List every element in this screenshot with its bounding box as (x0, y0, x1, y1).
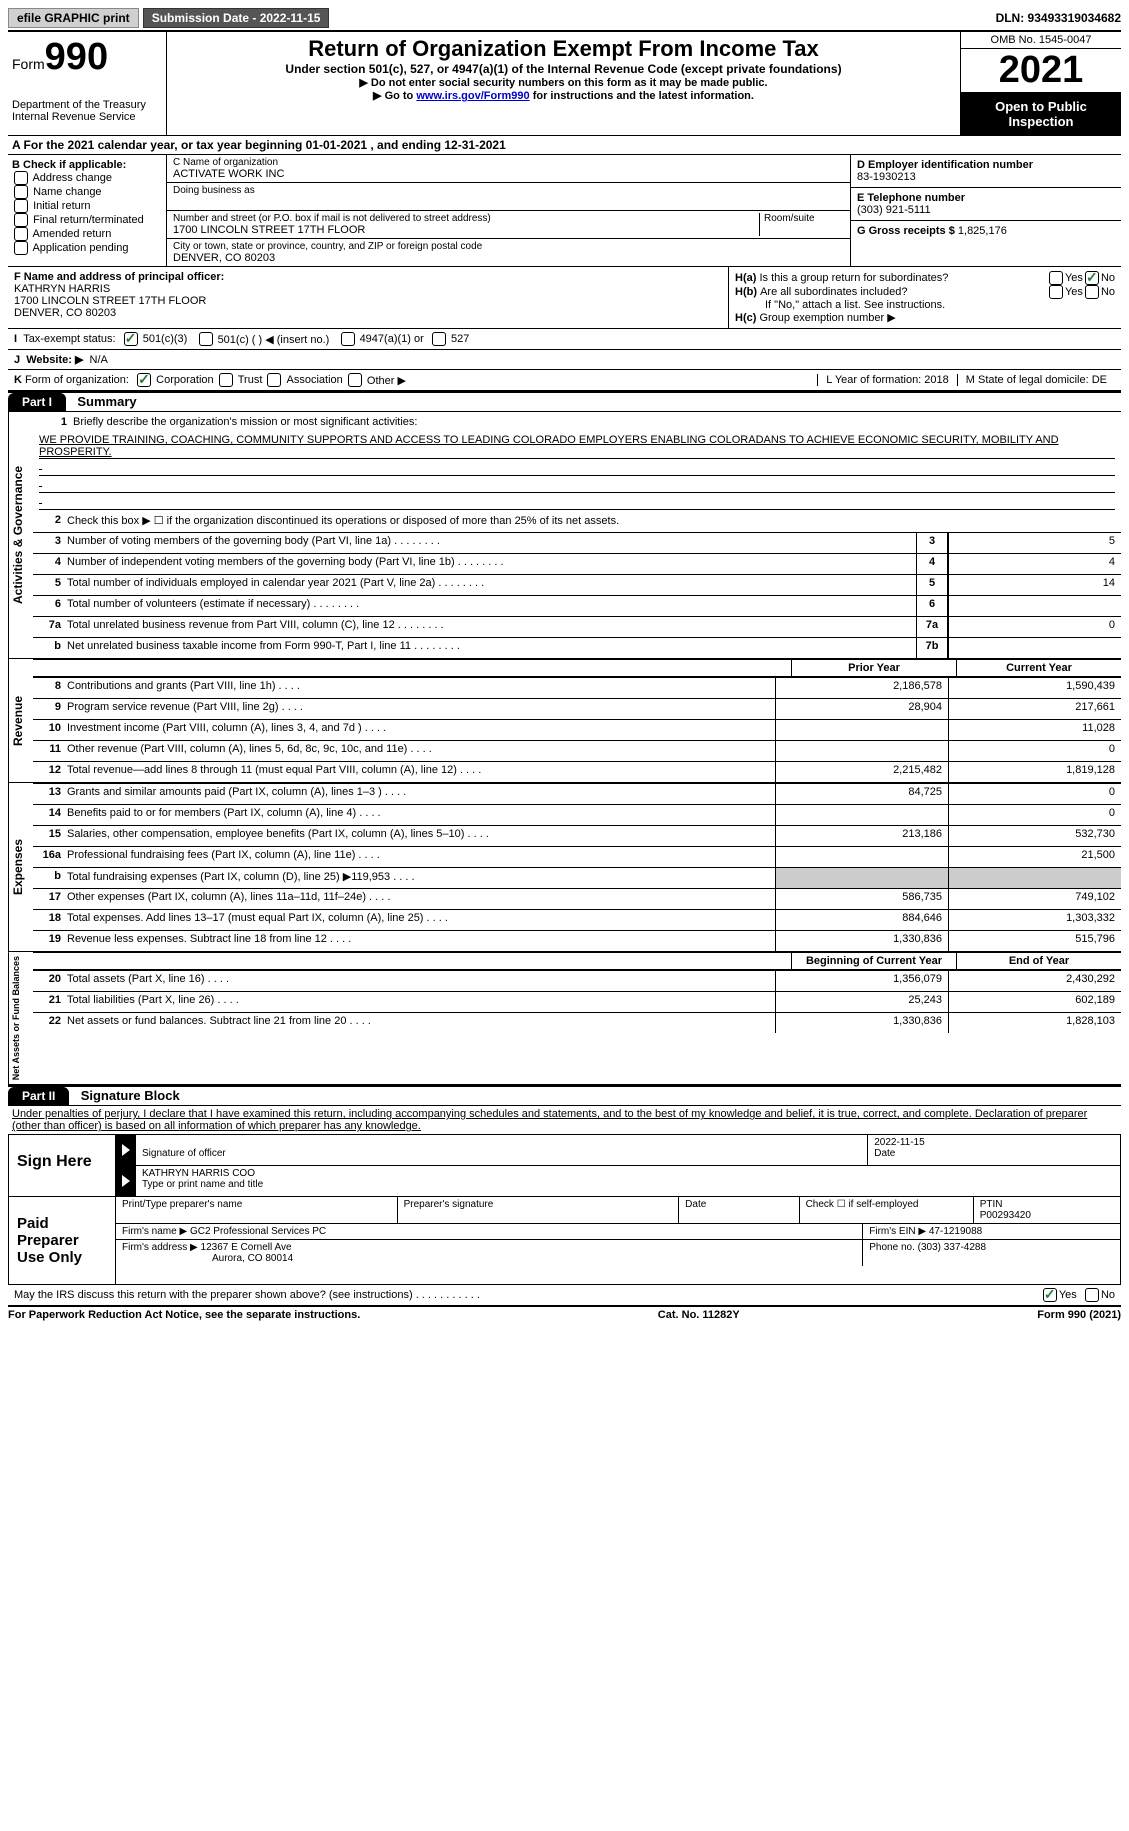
line-14: 14 Benefits paid to or for members (Part… (33, 804, 1121, 825)
address-change-checkbox[interactable] (14, 171, 28, 185)
line-16a: 16a Professional fundraising fees (Part … (33, 846, 1121, 867)
line-17: 17 Other expenses (Part IX, column (A), … (33, 888, 1121, 909)
end-year-header: End of Year (956, 953, 1121, 969)
org-city: DENVER, CO 80203 (173, 252, 844, 264)
501c-checkbox[interactable] (199, 332, 213, 346)
section-h: H(a) Is this a group return for subordin… (728, 267, 1121, 328)
paid-preparer-section: Paid Preparer Use Only Print/Type prepar… (8, 1197, 1121, 1285)
form-id-box: Form990 Department of the Treasury Inter… (8, 32, 167, 135)
section-de: D Employer identification number 83-1930… (850, 155, 1121, 266)
year-box: OMB No. 1545-0047 2021 Open to Public In… (960, 32, 1121, 135)
line-8: 8 Contributions and grants (Part VIII, l… (33, 677, 1121, 698)
form-label: Form (12, 56, 45, 72)
section-b: B Check if applicable: Address change Na… (8, 155, 167, 266)
prior-year-header: Prior Year (791, 660, 956, 676)
footer-mid: Cat. No. 11282Y (658, 1309, 740, 1321)
footer-left: For Paperwork Reduction Act Notice, see … (8, 1309, 360, 1321)
main-title: Return of Organization Exempt From Incom… (175, 36, 952, 62)
other-checkbox[interactable] (348, 373, 362, 387)
amended-return-checkbox[interactable] (14, 227, 28, 241)
arrow-icon (116, 1166, 136, 1196)
arrow-icon (116, 1135, 136, 1165)
submission-button[interactable]: Submission Date - 2022-11-15 (143, 8, 330, 28)
row-k: K Form of organization: Corporation Trus… (8, 370, 1121, 391)
line-21: 21 Total liabilities (Part X, line 26) .… (33, 991, 1121, 1012)
dln-text: DLN: 93493319034682 (996, 11, 1121, 25)
line-11: 11 Other revenue (Part VIII, column (A),… (33, 740, 1121, 761)
dept-text: Department of the Treasury (12, 99, 162, 111)
application-pending-checkbox[interactable] (14, 241, 28, 255)
part2-title: Signature Block (81, 1088, 180, 1103)
org-name: ACTIVATE WORK INC (173, 168, 844, 180)
part1-title: Summary (77, 394, 136, 409)
line-18: 18 Total expenses. Add lines 13–17 (must… (33, 909, 1121, 930)
subtitle: Under section 501(c), 527, or 4947(a)(1)… (175, 62, 952, 76)
501c3-checkbox[interactable] (124, 332, 138, 346)
line-b: b Net unrelated business taxable income … (33, 637, 1121, 658)
efile-button[interactable]: efile GRAPHIC print (8, 8, 139, 28)
footer-right: Form 990 (2021) (1037, 1309, 1121, 1321)
line-19: 19 Revenue less expenses. Subtract line … (33, 930, 1121, 951)
irs-link[interactable]: www.irs.gov/Form990 (416, 90, 529, 102)
net-label: Net Assets or Fund Balances (8, 952, 33, 1084)
gov-label: Activities & Governance (8, 412, 33, 658)
line-13: 13 Grants and similar amounts paid (Part… (33, 783, 1121, 804)
current-year-header: Current Year (956, 660, 1121, 676)
line-10: 10 Investment income (Part VIII, column … (33, 719, 1121, 740)
section-f: F Name and address of principal officer:… (8, 267, 728, 328)
corp-checkbox[interactable] (137, 373, 151, 387)
open-public-badge: Open to Public Inspection (961, 93, 1121, 135)
mission-text: WE PROVIDE TRAINING, COACHING, COMMUNITY… (39, 434, 1115, 459)
ha-no-checkbox[interactable] (1085, 271, 1099, 285)
section-c: C Name of organization ACTIVATE WORK INC… (167, 155, 850, 266)
trust-checkbox[interactable] (219, 373, 233, 387)
begin-year-header: Beginning of Current Year (791, 953, 956, 969)
line-4: 4 Number of independent voting members o… (33, 553, 1121, 574)
part1-header: Part I (8, 393, 66, 411)
line-7a: 7a Total unrelated business revenue from… (33, 616, 1121, 637)
rev-label: Revenue (8, 659, 33, 782)
instruction-1: ▶ Do not enter social security numbers o… (175, 76, 952, 89)
initial-return-checkbox[interactable] (14, 199, 28, 213)
title-box: Return of Organization Exempt From Incom… (167, 32, 960, 135)
org-address: 1700 LINCOLN STREET 17TH FLOOR (173, 224, 759, 236)
line-20: 20 Total assets (Part X, line 16) . . . … (33, 970, 1121, 991)
exp-label: Expenses (8, 783, 33, 951)
row-a: A For the 2021 calendar year, or tax yea… (8, 136, 1121, 155)
row-j: J Website: ▶ N/A (8, 350, 1121, 370)
4947-checkbox[interactable] (341, 332, 355, 346)
tax-year: 2021 (961, 49, 1121, 93)
assoc-checkbox[interactable] (267, 373, 281, 387)
ha-yes-checkbox[interactable] (1049, 271, 1063, 285)
name-change-checkbox[interactable] (14, 185, 28, 199)
sign-here-section: Sign Here Signature of officer 2022-11-1… (8, 1134, 1121, 1197)
line-3: 3 Number of voting members of the govern… (33, 532, 1121, 553)
discuss-yes-checkbox[interactable] (1043, 1288, 1057, 1302)
line-5: 5 Total number of individuals employed i… (33, 574, 1121, 595)
gross-receipts: 1,825,176 (958, 225, 1007, 237)
line-12: 12 Total revenue—add lines 8 through 11 … (33, 761, 1121, 782)
line-b: b Total fundraising expenses (Part IX, c… (33, 867, 1121, 888)
part2-header: Part II (8, 1087, 69, 1105)
line-15: 15 Salaries, other compensation, employe… (33, 825, 1121, 846)
527-checkbox[interactable] (432, 332, 446, 346)
discuss-no-checkbox[interactable] (1085, 1288, 1099, 1302)
omb-text: OMB No. 1545-0047 (961, 32, 1121, 49)
final-return-checkbox[interactable] (14, 213, 28, 227)
line-9: 9 Program service revenue (Part VIII, li… (33, 698, 1121, 719)
irs-text: Internal Revenue Service (12, 111, 162, 123)
hb-yes-checkbox[interactable] (1049, 285, 1063, 299)
ein-value: 83-1930213 (857, 171, 1115, 183)
hb-no-checkbox[interactable] (1085, 285, 1099, 299)
instruction-2: ▶ Go to www.irs.gov/Form990 for instruct… (175, 89, 952, 102)
line-6: 6 Total number of volunteers (estimate i… (33, 595, 1121, 616)
declaration-text: Under penalties of perjury, I declare th… (8, 1106, 1121, 1134)
form-number: 990 (45, 36, 108, 78)
line-22: 22 Net assets or fund balances. Subtract… (33, 1012, 1121, 1033)
row-i: I Tax-exempt status: 501(c)(3) 501(c) ( … (8, 329, 1121, 350)
phone-value: (303) 921-5111 (857, 204, 1115, 216)
